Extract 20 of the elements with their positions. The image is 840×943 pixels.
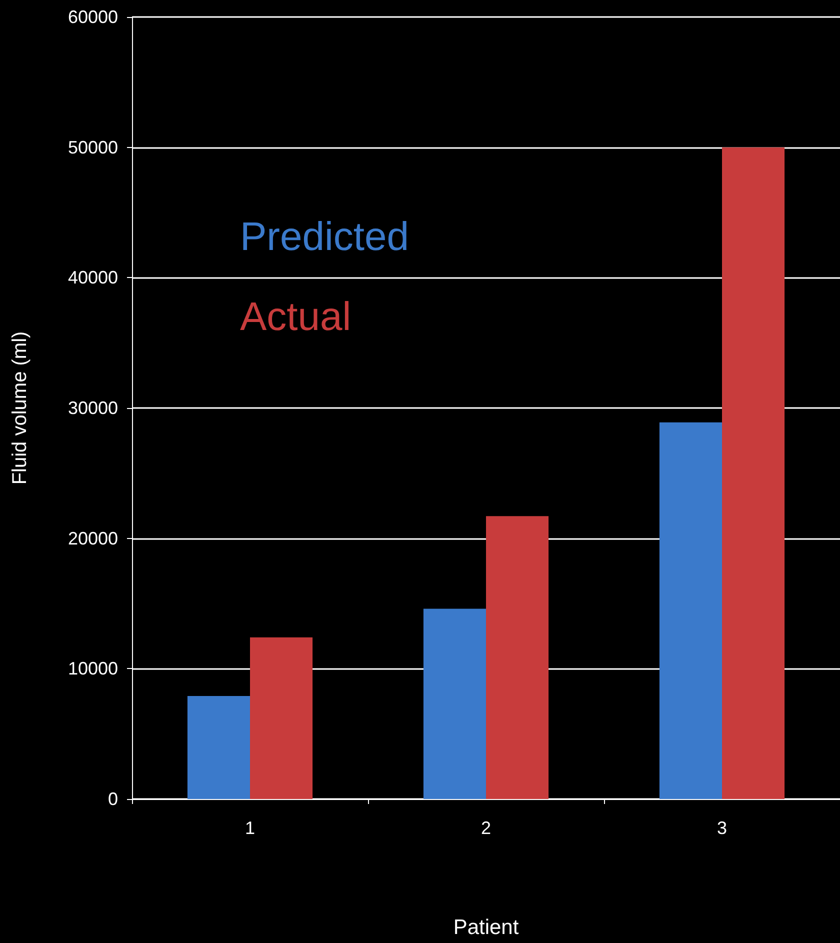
bar — [659, 422, 722, 799]
text: Actual — [240, 295, 352, 339]
y-tick-label: 20000 — [68, 528, 118, 548]
y-tick-label: 60000 — [68, 7, 118, 27]
y-tick-label: 0 — [108, 789, 118, 809]
y-tick-label: 40000 — [68, 268, 118, 288]
y-tick-label: 30000 — [68, 398, 118, 418]
x-tick-label: 1 — [244, 818, 256, 838]
x-tick-label: 2 — [480, 818, 492, 838]
bar — [722, 147, 785, 799]
y-axis-title: Fluid volume (ml) — [9, 331, 31, 485]
bar — [486, 516, 549, 799]
x-tick-label: 3 — [716, 818, 728, 838]
bar — [250, 637, 313, 799]
text: Predicted — [240, 215, 409, 259]
x-axis-title: Patient — [453, 916, 519, 939]
y-tick-label: 10000 — [68, 658, 118, 679]
bar — [187, 696, 250, 799]
bar — [423, 608, 486, 799]
y-tick-label: 50000 — [68, 137, 118, 158]
